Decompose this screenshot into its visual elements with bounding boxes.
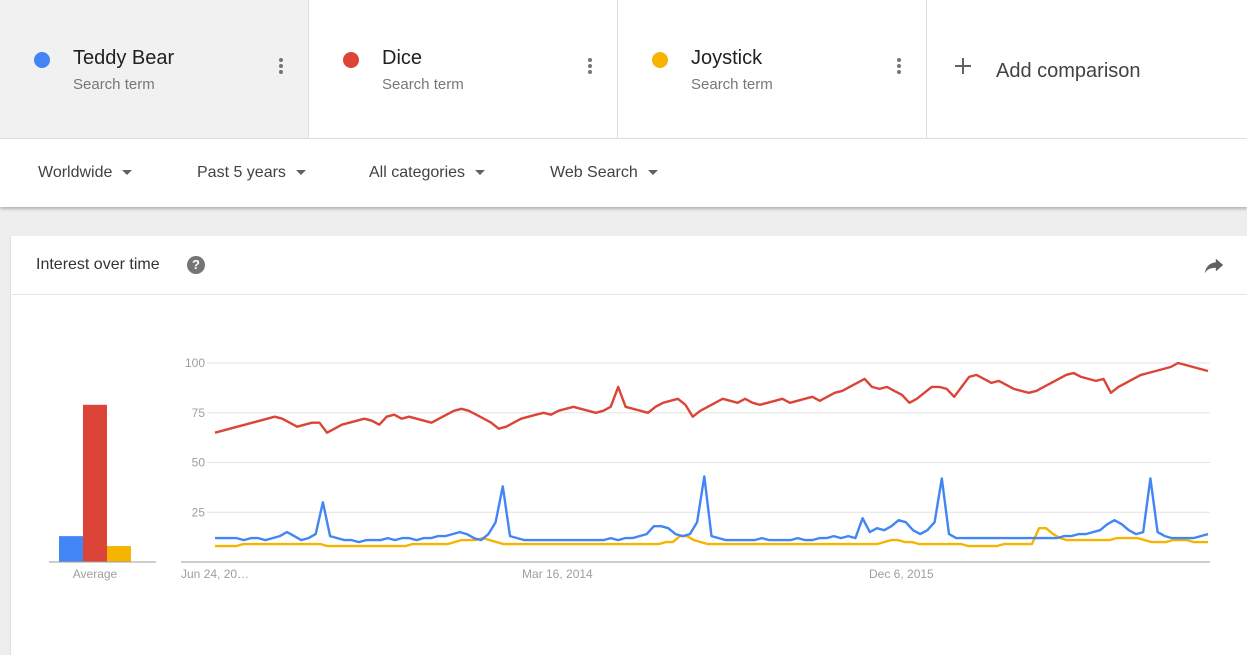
average-bar-teddy-bear	[59, 536, 83, 562]
time-range-label: Past 5 years	[197, 164, 286, 181]
card-title: Interest over time	[36, 256, 160, 273]
term-type: Search term	[382, 76, 464, 93]
dropdown-arrow-icon	[295, 170, 306, 176]
term-joystick[interactable]: Joystick Search term	[618, 0, 927, 138]
y-tick-label: 75	[192, 406, 206, 420]
series-color-dot-blue	[34, 52, 50, 68]
comparison-bar: Teddy Bear Search term Dice Search term …	[0, 0, 1247, 139]
term-dice[interactable]: Dice Search term	[309, 0, 618, 138]
card-header: Interest over time ?	[11, 236, 1247, 295]
x-tick-label: Mar 16, 2014	[522, 567, 593, 581]
y-tick-label: 100	[185, 356, 205, 370]
term-name: Joystick	[691, 47, 763, 69]
interest-over-time-card: Interest over time ? 25 50 75 100 Jun 24, 20…	[11, 236, 1247, 655]
dropdown-arrow-icon	[475, 170, 486, 176]
average-bar-joystick	[107, 546, 131, 562]
plus-icon	[955, 58, 971, 74]
y-tick-label: 50	[192, 456, 206, 470]
series-color-dot-yellow	[652, 52, 668, 68]
time-range-dropdown[interactable]: Past 5 years	[197, 164, 306, 182]
category-label: All categories	[369, 164, 466, 181]
average-label: Average	[73, 567, 118, 581]
term-teddy-bear[interactable]: Teddy Bear Search term	[0, 0, 309, 138]
filter-bar: Worldwide Past 5 years All categories We…	[0, 139, 1247, 207]
search-type-dropdown[interactable]: Web Search	[550, 164, 658, 182]
average-bar-dice	[83, 404, 107, 562]
add-comparison-button[interactable]: Add comparison	[927, 0, 1247, 138]
term-name: Teddy Bear	[73, 47, 175, 69]
more-vert-icon[interactable]	[587, 58, 593, 80]
add-comparison-label: Add comparison	[996, 60, 1141, 82]
region-dropdown[interactable]: Worldwide	[38, 164, 133, 182]
series-line-dice	[214, 361, 1209, 434]
x-tick-label: Dec 6, 2015	[869, 567, 934, 581]
more-vert-icon[interactable]	[278, 58, 284, 80]
term-name: Dice	[382, 47, 423, 69]
search-type-label: Web Search	[550, 164, 638, 181]
more-vert-icon[interactable]	[896, 58, 902, 80]
interest-chart: 25 50 75 100 Jun 24, 20… Mar 16, 2014 Dec 6, 2…	[49, 356, 1210, 581]
series-line-teddy-bear	[215, 475, 1209, 544]
share-icon[interactable]	[1203, 254, 1225, 276]
term-type: Search term	[73, 76, 155, 93]
category-dropdown[interactable]: All categories	[369, 164, 486, 182]
dropdown-arrow-icon	[647, 170, 658, 176]
series-color-dot-red	[343, 52, 359, 68]
region-label: Worldwide	[38, 164, 113, 181]
help-icon[interactable]: ?	[187, 256, 205, 274]
x-tick-label: Jun 24, 20…	[181, 567, 249, 581]
series-line-joystick	[215, 527, 1208, 548]
dropdown-arrow-icon	[122, 170, 133, 176]
term-type: Search term	[691, 76, 773, 93]
y-tick-label: 25	[192, 505, 206, 519]
